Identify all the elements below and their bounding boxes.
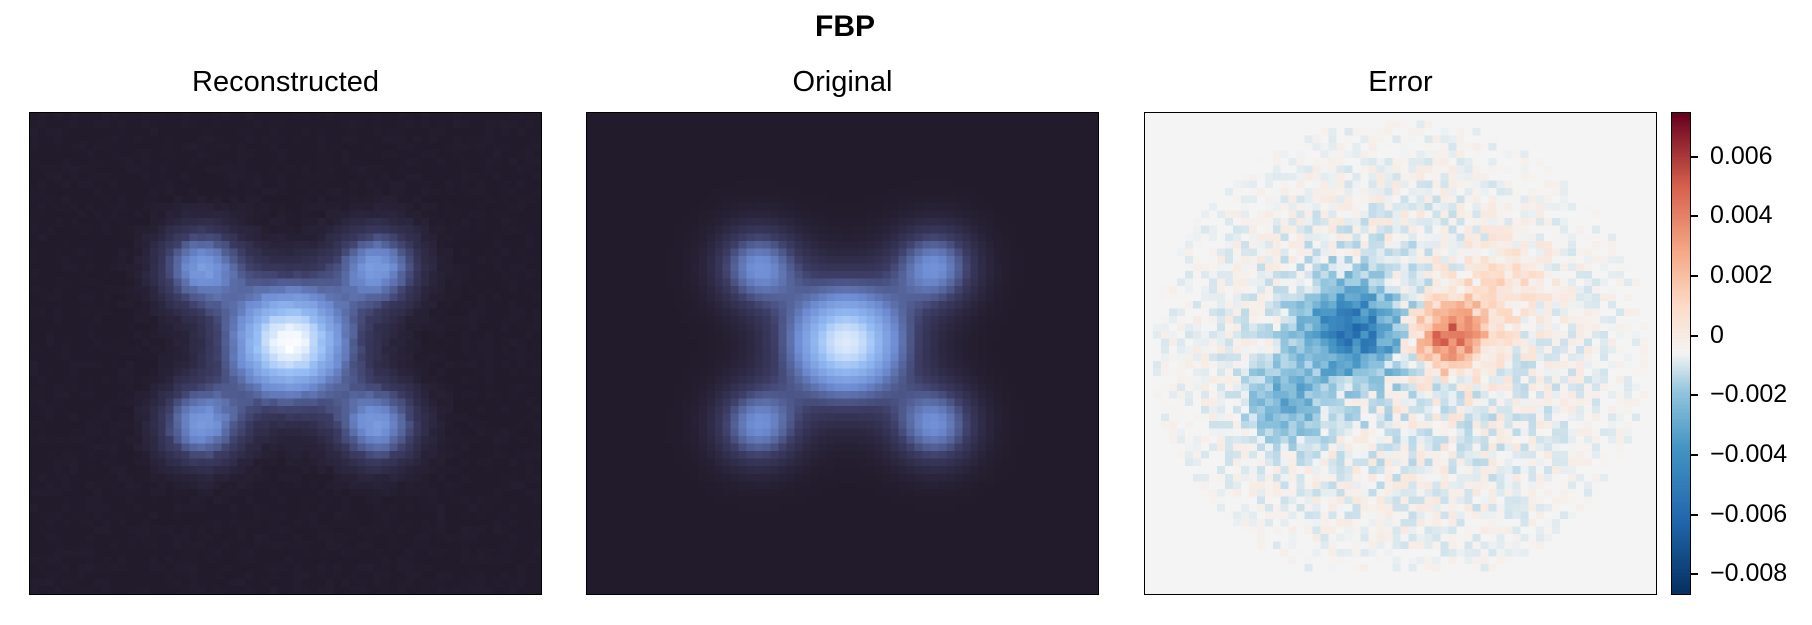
colorbar-tick-label: 0.004: [1710, 201, 1773, 230]
colorbar-tick: [1691, 274, 1698, 277]
colorbar-tick: [1691, 513, 1698, 516]
original-heatmap: [587, 113, 1098, 594]
colorbar-tick-label: 0: [1710, 320, 1724, 349]
colorbar-tick-label: 0.002: [1710, 260, 1773, 289]
colorbar-tick-label: −0.004: [1710, 439, 1788, 468]
panel-title-original: Original: [792, 66, 893, 98]
colorbar-tick-label: −0.006: [1710, 499, 1788, 528]
error-heatmap: [1145, 113, 1656, 594]
colorbar-tick: [1691, 334, 1698, 337]
colorbar-tick: [1691, 453, 1698, 456]
colorbar-tick-label: −0.002: [1710, 380, 1788, 409]
original-image: [586, 112, 1099, 595]
error-image: [1144, 112, 1657, 595]
panel-title-error: Error: [1368, 66, 1433, 98]
colorbar: [1671, 112, 1691, 595]
colorbar-tick: [1691, 573, 1698, 576]
colorbar-tick: [1691, 394, 1698, 397]
reconstructed-heatmap: [30, 113, 541, 594]
panel-title-reconstructed: Reconstructed: [192, 66, 379, 98]
colorbar-tick: [1691, 215, 1698, 218]
colorbar-tick: [1691, 155, 1698, 158]
figure-title: FBP: [815, 10, 875, 43]
colorbar-tick-label: 0.006: [1710, 141, 1773, 170]
reconstructed-image: [29, 112, 542, 595]
colorbar-tick-label: −0.008: [1710, 559, 1788, 588]
colorbar-gradient: [1672, 113, 1690, 594]
